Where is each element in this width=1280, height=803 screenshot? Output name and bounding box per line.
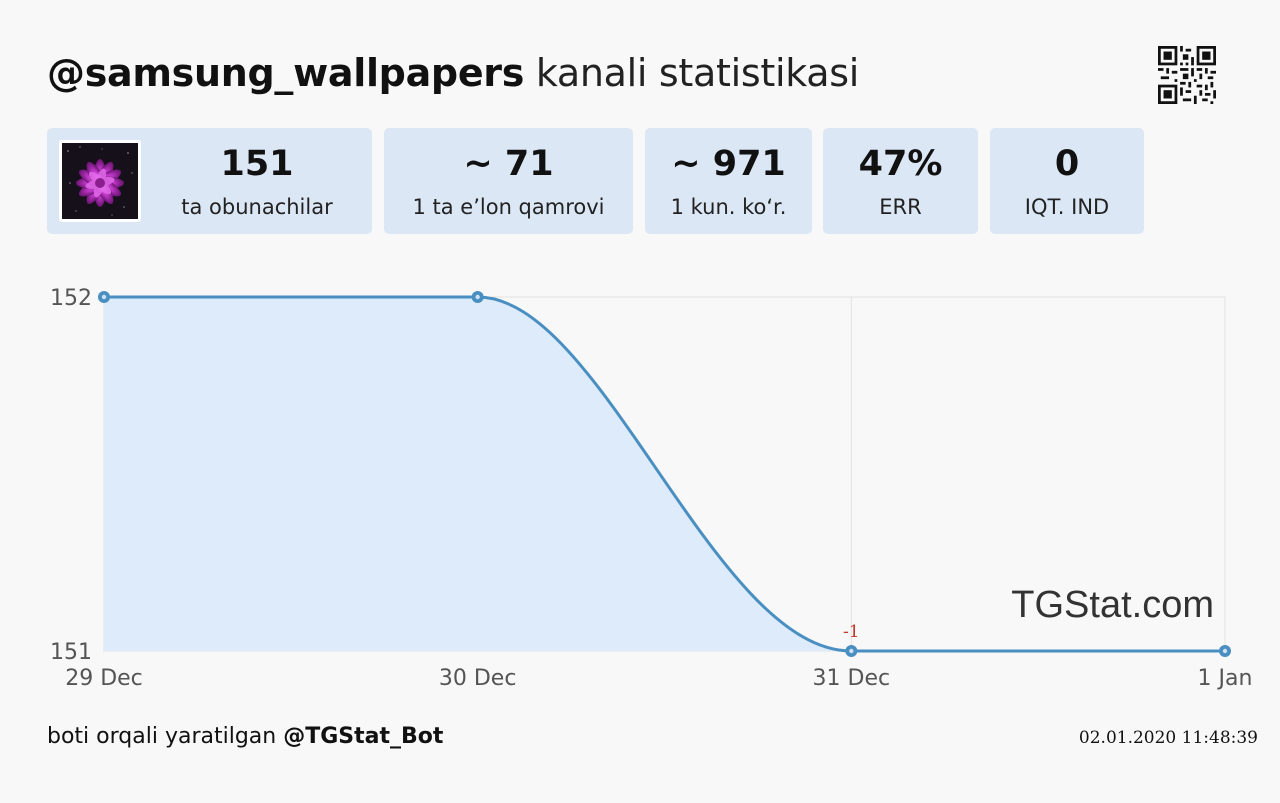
- data-point-center: [849, 648, 854, 654]
- x-tick-label: 30 Dec: [439, 666, 517, 691]
- stat-card-citation-index: 0 IQT. IND: [990, 128, 1144, 234]
- stat-card-err: 47% ERR: [823, 128, 978, 234]
- subscribers-value: 151: [220, 144, 294, 184]
- daily-views-value: ~ 971: [671, 144, 786, 184]
- err-value: 47%: [858, 144, 943, 184]
- daily-views-label: 1 kun. ko‘r.: [670, 195, 787, 219]
- data-point-center: [1222, 648, 1228, 654]
- footer-credit: boti orqali yaratilgan @TGStat_Bot: [47, 722, 443, 752]
- footer-bot-link[interactable]: @TGStat_Bot: [283, 724, 444, 749]
- subscribers-label: ta obunachilar: [181, 195, 333, 219]
- channel-handle: @samsung_wallpapers: [47, 51, 525, 95]
- stat-card-reach: ~ 71 1 ta e’lon qamrovi: [384, 128, 633, 234]
- y-tick-label: 151: [50, 640, 92, 665]
- stat-card-subscribers: 151 ta obunachilar: [47, 128, 372, 234]
- data-point-center: [475, 294, 480, 300]
- data-point-center: [101, 294, 107, 300]
- y-tick-label: 152: [50, 286, 92, 311]
- channel-avatar: [59, 140, 141, 222]
- subscribers-chart: 151 152 29 Dec 30 Dec 31 Dec 1 Jan -1 TGStat.co…: [50, 286, 1253, 691]
- qr-code-icon: [1158, 46, 1216, 104]
- x-tick-label: 31 Dec: [813, 666, 891, 691]
- footer-timestamp: 02.01.2020 11:48:39: [1078, 728, 1258, 748]
- flower-icon: [62, 143, 138, 219]
- x-tick-label: 29 Dec: [65, 666, 143, 691]
- stat-card-daily-views: ~ 971 1 kun. ko‘r.: [645, 128, 812, 234]
- citation-index-label: IQT. IND: [1024, 195, 1110, 219]
- reach-label: 1 ta e’lon qamrovi: [412, 195, 605, 219]
- series-area: [104, 297, 1225, 651]
- x-tick-label: 1 Jan: [1198, 666, 1253, 691]
- series-line: [104, 295, 1225, 653]
- page-title: @samsung_wallpapers kanali statistikasi: [47, 48, 859, 98]
- footer-created-text: boti orqali yaratilgan: [47, 724, 277, 749]
- title-suffix: kanali statistikasi: [535, 51, 860, 95]
- citation-index-value: 0: [1054, 144, 1080, 184]
- err-label: ERR: [879, 195, 922, 219]
- change-annotation: -1: [843, 622, 860, 642]
- reach-value: ~ 71: [463, 144, 554, 184]
- watermark: TGStat.com: [1011, 584, 1214, 626]
